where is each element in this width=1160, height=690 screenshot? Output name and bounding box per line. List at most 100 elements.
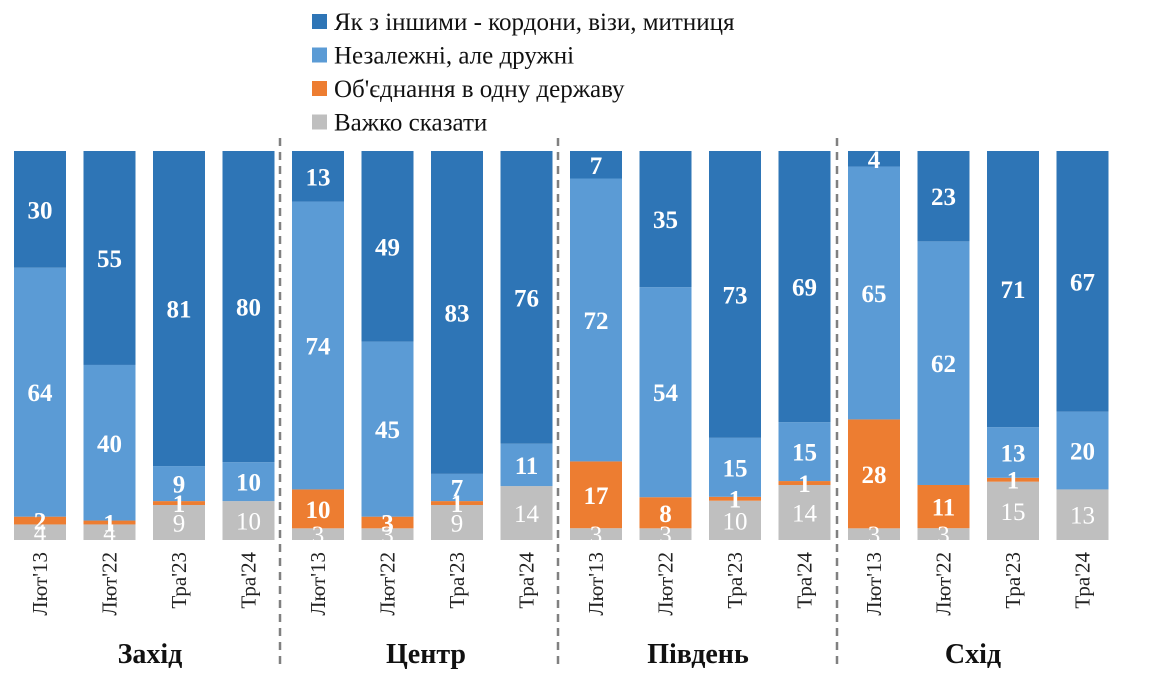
bar-stack: 141 15 69 [778,151,831,540]
data-label: 74 [306,334,332,361]
bar-segment [848,151,900,167]
data-label: 9 [173,472,186,499]
data-label: 3 [381,510,394,537]
data-label: 10 [306,497,331,524]
bar-segment [83,520,136,525]
data-label: 3 [868,522,881,549]
bar-segment [153,151,205,467]
bar-segment [431,504,483,540]
data-label: 76 [514,285,539,312]
bar-segment [83,524,136,540]
bar-segment [83,151,136,365]
x-tick-label: Тра'24 [515,552,539,609]
data-label: 9 [451,510,464,537]
bar-stack: 41 40 55 [83,151,136,547]
data-label: 45 [375,417,400,444]
bar-segment [222,501,275,540]
bar-segment [1056,151,1109,412]
bar-segment [431,151,483,474]
data-label: 1 [451,491,464,518]
x-tick-label: Лют'13 [28,552,52,616]
bar-stack: 919 81 [153,151,205,540]
data-label: 1 [103,510,116,537]
data-label: 81 [167,297,192,324]
x-tick-label: Тра'24 [1071,552,1095,609]
x-tick-label: Лют'13 [862,552,886,616]
bar-segment [778,151,831,423]
data-label: 69 [792,275,817,302]
bar-stack: 42 64 30 [14,151,66,547]
bar-stack: 917 83 [431,151,483,540]
bar-segment [83,364,136,521]
bar-stack: 13 20 67 [1056,151,1109,540]
data-label: 72 [584,308,609,335]
bar-segment [500,443,553,487]
chart-legend: Як з іншими - кордони, візи, митниця Неза… [312,9,735,137]
data-label: 49 [375,234,400,261]
bar-stack: 33 45 49 [361,151,414,549]
data-label: 64 [28,380,54,407]
bar-segment [431,501,483,505]
x-tick-label: Тра'23 [723,552,747,609]
data-label: 7 [451,475,464,502]
bar-segment [639,151,692,288]
bar-segment [570,151,622,179]
data-label: 40 [97,431,122,458]
data-label: 28 [862,462,887,489]
bar-segment [292,528,344,540]
data-label: 14 [514,501,540,528]
bar-segment [361,528,414,540]
data-label: 71 [1001,277,1026,304]
data-label: 2 [34,509,47,536]
chart-bars: 4264304140559198110108031074133345499178… [14,147,1109,549]
data-label: 9 [173,510,186,537]
legend-swatch [312,14,327,29]
bar-stack: 311 62 23 [917,151,970,549]
data-label: 1 [1007,468,1020,495]
bar-segment [361,151,414,342]
data-label: 3 [937,522,950,549]
bar-segment [222,151,275,463]
data-label: 13 [1070,503,1095,530]
legend-item: Важко сказати [312,110,487,137]
data-label: 10 [236,509,261,536]
data-label: 10 [723,508,748,535]
data-label: 11 [932,495,956,522]
bar-stack: 3 28 65 4 [848,147,900,549]
data-label: 15 [792,440,817,467]
data-label: 11 [515,453,539,480]
bar-segment [222,462,275,502]
data-label: 17 [584,483,609,510]
data-label: 4 [34,520,47,547]
data-label: 10 [236,470,261,497]
bar-segment [778,422,831,482]
bar-stack: 310 74 13 [292,151,344,549]
data-label: 30 [28,197,53,224]
x-tick-label: Лют'22 [932,552,956,616]
region-label: Схід [945,639,1001,670]
bar-stack: 10 10 80 [222,151,275,540]
region-dividers [278,138,839,664]
x-tick-label: Лют'22 [654,552,678,616]
bar-segment [14,516,66,525]
data-label: 3 [381,522,394,549]
x-axis-tick-labels: Лют'13 Лют'22 Тра'23 Тра'24 Лют'13 Лют'22 Тра'… [28,552,1095,616]
legend-item: Незалежні, але дружні [312,43,574,70]
bar-stack: 38 54 35 [639,151,692,549]
bar-segment [14,151,66,268]
region-label: Південь [647,639,749,670]
x-tick-label: Лют'22 [376,552,400,616]
data-label: 35 [653,207,678,234]
data-label: 55 [97,246,122,273]
bar-segment [500,486,553,540]
legend-swatch [312,47,327,63]
bar-segment [570,461,622,529]
bar-stack: 15 113 71 [987,151,1039,540]
data-label: 4 [868,147,881,174]
x-tick-label: Тра'24 [793,552,817,609]
bar-segment [500,151,553,444]
bar-segment [917,484,970,529]
legend-label: Важко сказати [334,110,487,137]
x-tick-label: Лют'22 [98,552,122,616]
